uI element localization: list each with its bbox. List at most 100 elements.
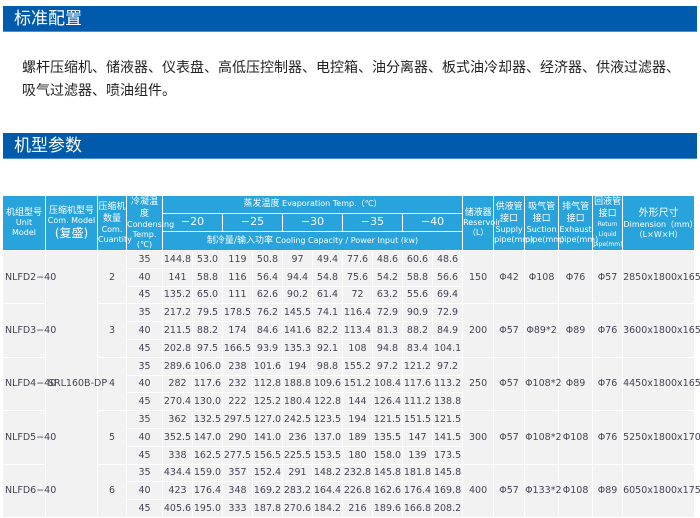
header-evap-temp: −25 [222,212,283,232]
cooling-capacity-cell: 189 [342,427,373,447]
power-input-cell: 141.0 [252,427,283,447]
power-input-cell: 145.8 [372,463,403,483]
cooling-capacity-cell: 147 [402,427,433,447]
power-input-cell: 159.0 [192,463,223,483]
cooling-capacity-cell: 176.4 [402,481,433,501]
cooling-capacity-cell: 166.8 [402,499,433,518]
dimension-cell: 4450x1800x1650 [622,356,700,412]
power-input-cell: 208.2 [431,499,464,518]
power-input-cell: 125.2 [252,392,283,412]
table-row: 45 405.6 195.0 333 187.8 270.6 184.2 216 189.6 16… [3,499,695,518]
cooling-capacity-cell: 155.2 [342,356,373,376]
table-row: NLFD3−40 3 35 217.2 79.5 178.5 76.2 145.5 74.1 11… [2,303,700,358]
header-exhaust-pipe: 排气管接口 Exhaust pipe(mm) [558,195,598,251]
cooling-capacity-cell: 232 [222,374,253,394]
exhaust-pipe-cell: Φ89 [558,303,594,358]
power-input-cell: 97.5 [192,338,223,358]
cooling-capacity-cell: 88.2 [402,321,433,340]
cooling-capacity-cell: 151.5 [402,410,433,429]
power-input-cell: 189.6 [372,499,403,518]
cooling-capacity-cell: 333 [222,499,253,518]
cooling-capacity-cell: 116 [222,267,253,287]
power-input-cell: 153.5 [312,445,343,465]
power-input-cell: 113.2 [431,374,464,394]
cooling-capacity-cell: 111 [222,285,253,305]
cooling-capacity-cell: 226.8 [342,481,373,501]
supply-pipe-cell: Φ57 [493,463,526,518]
cooling-capacity-cell: 178.5 [222,303,253,323]
unit-model-cell: NLFD2−40 [2,249,56,305]
power-input-cell: 145.8 [431,463,464,483]
power-input-cell: 49.4 [312,250,343,269]
table-row: 40 352.5 147.0 290 141.0 236 137.0 189 135.5 147 1… [3,427,695,447]
supply-pipe-cell: Φ57 [493,410,526,465]
cooling-capacity-cell: 58.8 [402,267,433,287]
power-input-cell: 88.2 [192,321,223,340]
cooling-capacity-cell: 180.4 [282,392,313,412]
cooling-capacity-cell: 194 [282,356,313,376]
condensing-temp-cell: 40 [126,427,163,447]
cooling-capacity-cell: 217.2 [162,303,193,323]
power-input-cell: 97.2 [372,356,403,376]
power-input-cell: 156.5 [252,445,283,465]
cooling-capacity-cell: 174 [222,321,253,340]
power-input-cell: 117.6 [192,374,223,394]
cooling-capacity-cell: 145.5 [282,303,313,323]
power-input-cell: 195.0 [192,499,223,518]
cooling-capacity-cell: 283.2 [282,481,313,501]
cooling-capacity-cell: 194 [342,410,373,429]
cooling-capacity-cell: 277.5 [222,445,253,465]
power-input-cell: 122.8 [312,392,343,412]
condensing-temp-cell: 45 [126,338,163,358]
com-quantity-cell: 3 [97,303,127,358]
power-input-cell: 79.5 [192,303,223,323]
power-input-cell: 176.4 [192,481,223,501]
cooling-capacity-cell: 362 [162,410,193,429]
return-pipe-cell: Φ89 [592,463,624,518]
cooling-capacity-cell: 113.4 [342,321,373,340]
power-input-cell: 94.8 [372,338,403,358]
cooling-capacity-cell: 289.6 [162,356,193,376]
header-unit-model: 机组型号 Unit Model [2,195,46,251]
cooling-capacity-cell: 338 [162,445,193,465]
power-input-cell: 56.4 [252,267,283,287]
power-input-cell: 158.0 [372,445,403,465]
cooling-capacity-cell: 116.4 [342,303,373,323]
cooling-capacity-cell: 270.4 [162,392,193,412]
cooling-capacity-cell: 270.6 [282,499,313,518]
com-model-cell: SRL160B-DP [45,250,107,518]
table-row: NLFD6−40 6 35 434.4 159.0 357 152.4 291 148.2 232… [2,463,700,518]
power-input-cell: 65.0 [192,285,223,305]
power-input-cell: 81.3 [372,321,403,340]
dimension-cell: 6050x1800x1750 [622,463,700,518]
dimension-cell: 3600x1800x1650 [622,303,700,358]
power-input-cell: 137.0 [312,427,343,447]
cooling-capacity-cell: 94.4 [282,267,313,287]
cooling-capacity-cell: 83.4 [402,338,433,358]
unit-model-cell: NLFD6−40 [2,463,56,518]
power-input-cell: 92.1 [312,338,343,358]
power-input-cell: 127.0 [252,410,283,429]
header-com-model: 压缩机型号 Com. Model (复盛) [45,195,98,251]
condensing-temp-cell: 35 [126,410,163,429]
suction-pipe-cell: Φ133*2 [524,463,561,518]
power-input-cell: 138.8 [431,392,464,412]
power-input-cell: 93.9 [252,338,283,358]
header-evap-temp: −35 [342,212,403,232]
exhaust-pipe-cell: Φ76 [558,249,594,305]
cooling-capacity-cell: 97 [282,250,313,269]
power-input-cell: 141.5 [431,427,464,447]
power-input-cell: 84.6 [252,321,283,340]
exhaust-pipe-cell: Φ108 [558,463,594,518]
power-input-cell: 62.6 [252,285,283,305]
reservoir-cell: 400 [462,463,495,518]
power-input-cell: 101.6 [252,356,283,376]
cooling-capacity-cell: 238 [222,356,253,376]
power-input-cell: 50.8 [252,250,283,269]
power-input-cell: 135.5 [372,427,403,447]
power-input-cell: 109.6 [312,374,343,394]
header-return-pipe: 回液管接口 Return Liquid pipe(mm) [592,195,624,251]
power-input-cell: 152.4 [252,463,283,483]
unit-model-cell: NLFD5−40 [2,410,56,465]
power-input-cell: 173.5 [431,445,464,465]
